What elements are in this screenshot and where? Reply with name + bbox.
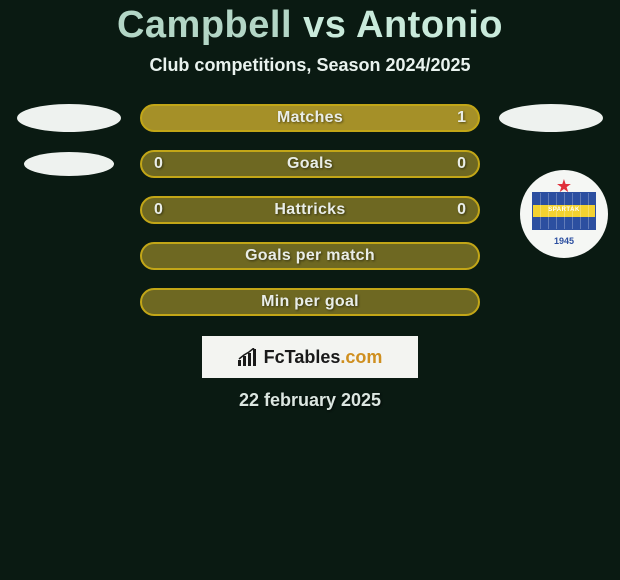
brand-prefix: Fc (264, 347, 285, 367)
brand-text: FcTables.com (264, 347, 383, 368)
stat-bar: 0 Hattricks 0 (140, 196, 480, 224)
title-vs: vs (303, 4, 346, 46)
stat-label: Hattricks (274, 201, 345, 219)
stat-value-right: 0 (457, 201, 466, 219)
club-logo-text: SPARTAK (548, 207, 580, 213)
stat-label: Goals per match (245, 247, 375, 265)
stat-value-left: 0 (154, 155, 163, 173)
page-title: Campbell vs Antonio (0, 4, 620, 47)
source-brand[interactable]: FcTables.com (202, 336, 418, 378)
stat-value-right: 1 (457, 109, 466, 127)
avatar-ellipse (499, 104, 603, 132)
brand-suffix: .com (340, 347, 382, 367)
player2-avatar-slot (498, 104, 604, 132)
title-player2: Antonio (356, 4, 503, 46)
club-logo-circle: ★ SPARTAK 1945 (520, 170, 608, 258)
stat-row-goals: 0 Goals 0 (0, 150, 620, 178)
brand-main: Tables (285, 347, 341, 367)
avatar-ellipse (17, 104, 121, 132)
player1-club-slot (16, 152, 122, 176)
stat-value-right: 0 (457, 155, 466, 173)
club-ellipse (24, 152, 114, 176)
player2-club-logo: ★ SPARTAK 1945 (520, 176, 608, 264)
club-logo-year: 1945 (554, 236, 574, 246)
title-player1: Campbell (117, 4, 292, 46)
barchart-icon (238, 348, 260, 366)
snapshot-date: 22 february 2025 (0, 390, 620, 411)
club-flag: SPARTAK (532, 192, 596, 230)
stat-value-left: 0 (154, 201, 163, 219)
stat-bar: 0 Goals 0 (140, 150, 480, 178)
subtitle: Club competitions, Season 2024/2025 (0, 55, 620, 76)
stat-bar: Min per goal (140, 288, 480, 316)
comparison-card: Campbell vs Antonio Club competitions, S… (0, 0, 620, 580)
stat-bar: Goals per match (140, 242, 480, 270)
stat-bar: Matches 1 (140, 104, 480, 132)
stat-row-min-per-goal: Min per goal (0, 288, 620, 316)
stat-label: Min per goal (261, 293, 359, 311)
stat-row-matches: Matches 1 (0, 104, 620, 132)
club-logo-inner: ★ SPARTAK 1945 (532, 182, 596, 246)
player1-avatar-slot (16, 104, 122, 132)
stat-label: Goals (287, 155, 333, 173)
stat-label: Matches (277, 109, 343, 127)
